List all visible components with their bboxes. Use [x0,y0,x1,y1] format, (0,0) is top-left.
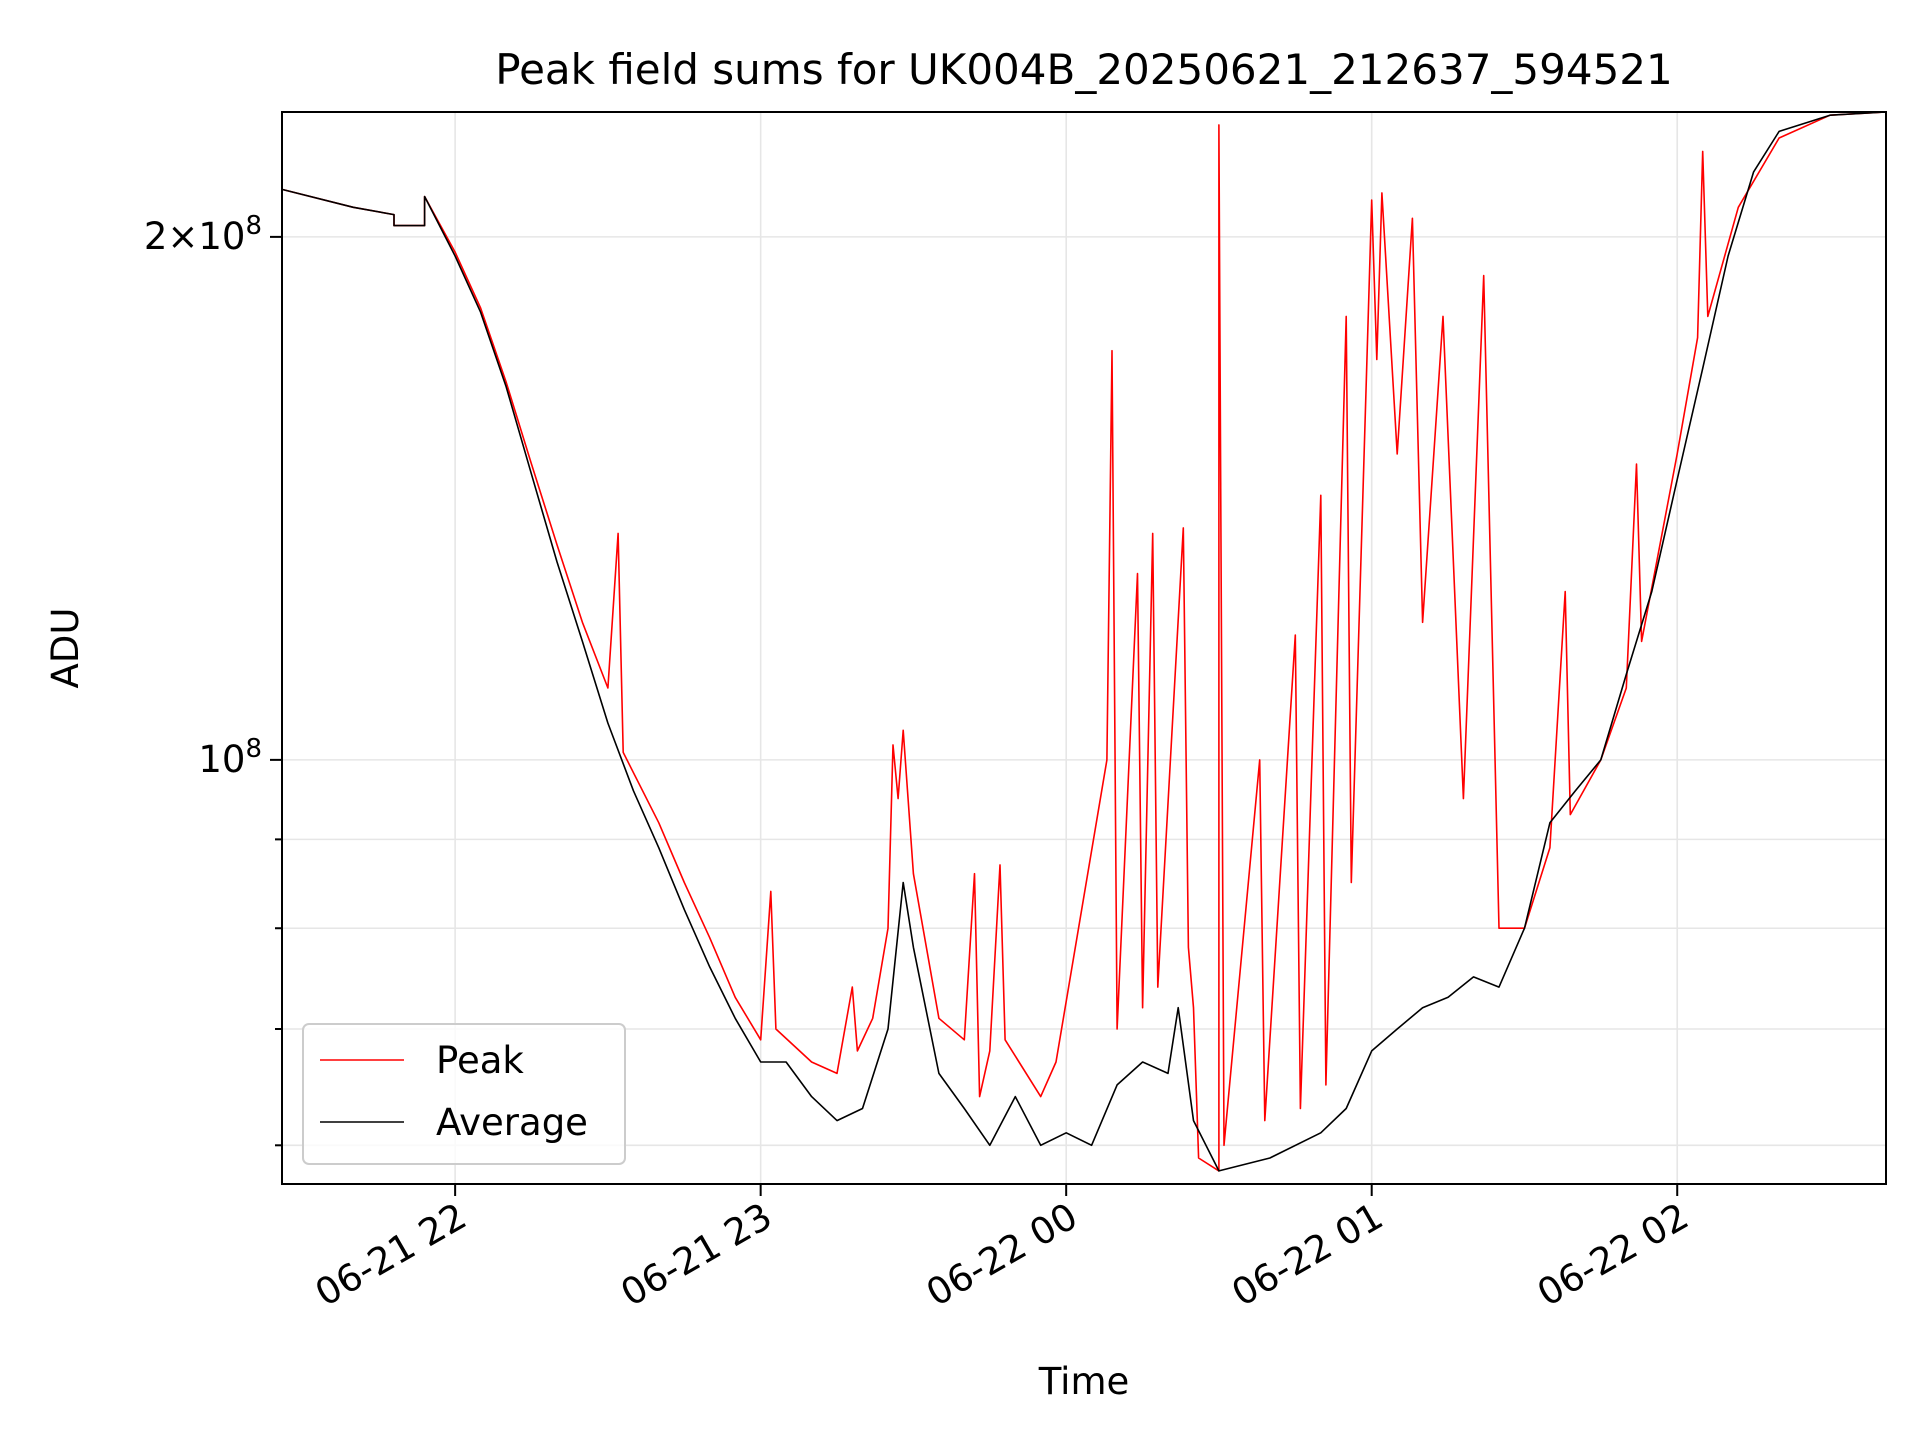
grid [282,112,1886,1184]
legend: Peak Average [302,1023,626,1165]
x-axis-label: Time [1038,1360,1130,1403]
legend-label-peak: Peak [436,1039,524,1082]
series-layer [281,111,1887,1172]
chart-title: Peak field sums for UK004B_20250621_2126… [495,45,1673,94]
series-line-average [281,111,1887,1172]
y-axis-label: ADU [44,608,87,689]
legend-box [302,1023,626,1165]
plot-frame [281,111,1887,1185]
y-tick-label: 2×108 [144,211,262,258]
series-line-peak [281,111,1887,1172]
legend-label-average: Average [436,1101,588,1144]
y-tick-label: 108 [198,734,262,781]
